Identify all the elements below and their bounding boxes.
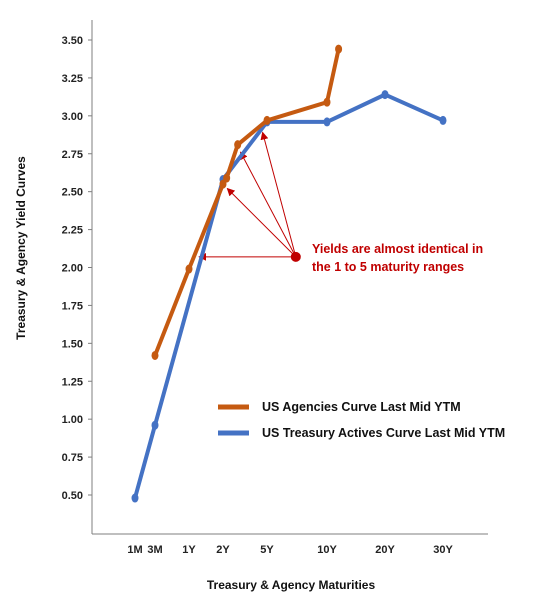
data-point <box>234 140 242 150</box>
x-axis-title: Treasury & Agency Maturities <box>207 578 376 592</box>
data-point <box>219 179 227 189</box>
data-point <box>323 117 331 127</box>
y-tick-label: 1.50 <box>62 338 83 350</box>
y-tick-label: 1.75 <box>62 300 83 312</box>
y-tick-label: 1.25 <box>62 376 83 388</box>
data-point <box>439 115 447 125</box>
y-axis-title: Treasury & Agency Yield Curves <box>14 156 28 340</box>
data-point <box>335 44 343 54</box>
annotation-arrow <box>260 131 297 258</box>
x-tick-label: 3M <box>147 544 162 556</box>
annotation-text-line: Yields are almost identical in <box>312 242 483 256</box>
y-tick-label: 2.75 <box>62 149 83 161</box>
data-point <box>185 264 193 274</box>
x-tick-label: 20Y <box>375 544 395 556</box>
annotation-arrow <box>226 187 297 258</box>
y-tick-label: 2.50 <box>62 187 83 199</box>
y-tick-label: 3.00 <box>62 111 83 123</box>
annotation-arrow <box>240 151 297 258</box>
series-layer <box>131 44 447 503</box>
x-tick-label: 1Y <box>182 544 196 556</box>
x-tick-label: 10Y <box>317 544 337 556</box>
annotation-text-line: the 1 to 5 maturity ranges <box>312 260 464 274</box>
data-point <box>323 97 331 107</box>
data-point <box>151 420 159 430</box>
y-tick-label: 3.50 <box>62 35 83 47</box>
x-tick-label: 30Y <box>433 544 453 556</box>
x-tick-label: 1M <box>127 544 142 556</box>
data-point <box>263 115 271 125</box>
legend-label: US Agencies Curve Last Mid YTM <box>262 400 461 414</box>
y-tick-label: 0.75 <box>62 452 83 464</box>
labels-layer: 0.50 0.75 1.00 1.25 1.50 1.75 2.00 2.25 2.50 2.75… <box>14 35 483 592</box>
y-tick-label: 2.00 <box>62 263 83 275</box>
legend-label: US Treasury Actives Curve Last Mid YTM <box>262 426 505 440</box>
y-tick-label: 2.25 <box>62 225 83 237</box>
data-point <box>151 350 159 360</box>
data-point <box>131 493 139 503</box>
annotation-arrows <box>198 131 297 261</box>
axes-layer <box>88 20 488 535</box>
y-tick-label: 3.25 <box>62 73 83 85</box>
y-tick-label: 1.00 <box>62 414 83 426</box>
data-point <box>223 173 231 183</box>
legend: US Agencies Curve Last Mid YTM US Treasur… <box>218 400 505 440</box>
data-point <box>381 90 389 100</box>
annotation-dot <box>290 251 301 262</box>
y-tick-label: 0.50 <box>62 490 83 502</box>
x-tick-label: 2Y <box>216 544 230 556</box>
x-tick-label: 5Y <box>260 544 274 556</box>
series-line-0 <box>153 47 341 358</box>
